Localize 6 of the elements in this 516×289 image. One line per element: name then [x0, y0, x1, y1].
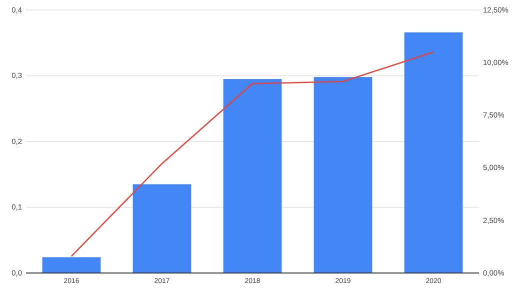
bar: [223, 79, 282, 273]
bar: [404, 32, 463, 273]
line-series: [70, 51, 434, 257]
bar: [132, 184, 192, 273]
bar: [314, 77, 372, 273]
bar: [42, 257, 101, 273]
